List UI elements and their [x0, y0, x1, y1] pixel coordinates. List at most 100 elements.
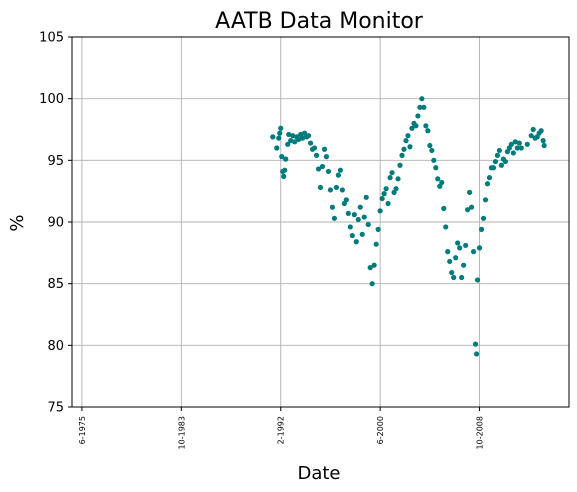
data-point — [516, 140, 522, 146]
data-point — [325, 168, 332, 175]
data-point — [353, 239, 359, 245]
data-point — [451, 274, 457, 281]
data-point — [435, 176, 441, 182]
data-point — [278, 125, 284, 131]
x-axis-label: Date — [297, 463, 340, 484]
data-point — [429, 147, 435, 154]
data-point — [385, 200, 391, 207]
data-point — [540, 138, 546, 144]
data-point — [508, 141, 514, 147]
data-point — [274, 145, 280, 151]
data-point — [331, 215, 338, 221]
y-axis-label: % — [7, 214, 28, 231]
data-point — [524, 141, 530, 147]
data-point — [389, 170, 395, 176]
data-point — [512, 139, 518, 145]
data-point — [317, 184, 324, 191]
data-point — [480, 215, 487, 221]
data-point — [514, 145, 520, 151]
data-point — [359, 231, 365, 237]
data-point — [387, 175, 393, 181]
data-point — [367, 265, 373, 271]
data-point — [363, 194, 369, 200]
data-point — [473, 351, 480, 357]
data-point — [478, 226, 485, 232]
data-point — [343, 197, 349, 203]
data-point — [439, 179, 445, 186]
data-point — [467, 189, 473, 195]
x-tick-label: 2-1992 — [277, 416, 286, 444]
data-point — [453, 255, 459, 261]
data-point — [492, 158, 499, 165]
data-point — [407, 144, 413, 150]
data-point — [474, 277, 481, 283]
data-point — [369, 281, 375, 287]
data-point — [292, 139, 298, 145]
y-tick-label: 90 — [47, 216, 64, 231]
data-point — [409, 125, 415, 131]
data-point — [449, 269, 455, 276]
data-point — [290, 133, 296, 139]
data-point — [377, 208, 383, 214]
data-point — [281, 173, 287, 179]
data-point — [490, 165, 497, 171]
data-point — [395, 176, 401, 182]
data-point — [482, 197, 489, 203]
data-point — [518, 145, 524, 151]
data-point — [339, 187, 345, 193]
data-point — [361, 214, 367, 220]
data-point — [417, 104, 423, 110]
data-point — [300, 135, 306, 141]
data-point — [399, 152, 405, 158]
data-point — [403, 138, 409, 144]
data-point — [472, 341, 479, 347]
x-tick-label: 6-1975 — [78, 416, 87, 444]
y-tick-label: 85 — [47, 277, 64, 292]
data-point — [476, 245, 483, 251]
data-point — [321, 146, 328, 152]
data-point — [484, 181, 491, 187]
y-tick-label: 105 — [39, 31, 64, 46]
data-point — [470, 249, 477, 255]
data-point — [528, 133, 534, 139]
data-point — [413, 123, 419, 129]
data-point — [351, 212, 357, 218]
y-tick-label: 80 — [47, 339, 64, 354]
data-point — [288, 138, 294, 144]
data-point — [463, 242, 469, 249]
y-tick-label: 75 — [47, 401, 64, 416]
data-point — [355, 216, 361, 223]
data-point — [335, 172, 341, 178]
data-point — [305, 133, 312, 139]
data-point — [373, 241, 379, 247]
data-point — [401, 146, 407, 152]
data-point — [397, 162, 403, 168]
data-point — [349, 232, 355, 239]
data-point — [323, 154, 330, 160]
data-point — [421, 104, 427, 110]
data-point — [459, 274, 465, 281]
data-point — [347, 224, 353, 230]
data-point — [327, 187, 334, 193]
data-point — [311, 145, 318, 151]
data-point — [333, 184, 340, 191]
x-tick-label: 10-1983 — [177, 416, 186, 449]
data-point — [496, 147, 503, 154]
data-point — [530, 126, 536, 133]
data-point — [510, 150, 516, 156]
data-point — [337, 167, 343, 173]
data-point — [427, 142, 433, 149]
data-point — [468, 204, 475, 210]
data-point — [502, 158, 508, 165]
data-point — [423, 123, 429, 129]
axis-ticks: 75 80 85 90 95 100 105 6-1975 10-1983 2-1992 6-200… — [39, 31, 484, 450]
data-point — [313, 152, 320, 158]
grid — [72, 36, 569, 408]
data-point — [419, 96, 425, 102]
data-point — [541, 142, 547, 149]
data-point — [315, 166, 322, 172]
data-point — [279, 154, 285, 160]
data-point — [319, 163, 326, 170]
data-point — [375, 226, 381, 232]
